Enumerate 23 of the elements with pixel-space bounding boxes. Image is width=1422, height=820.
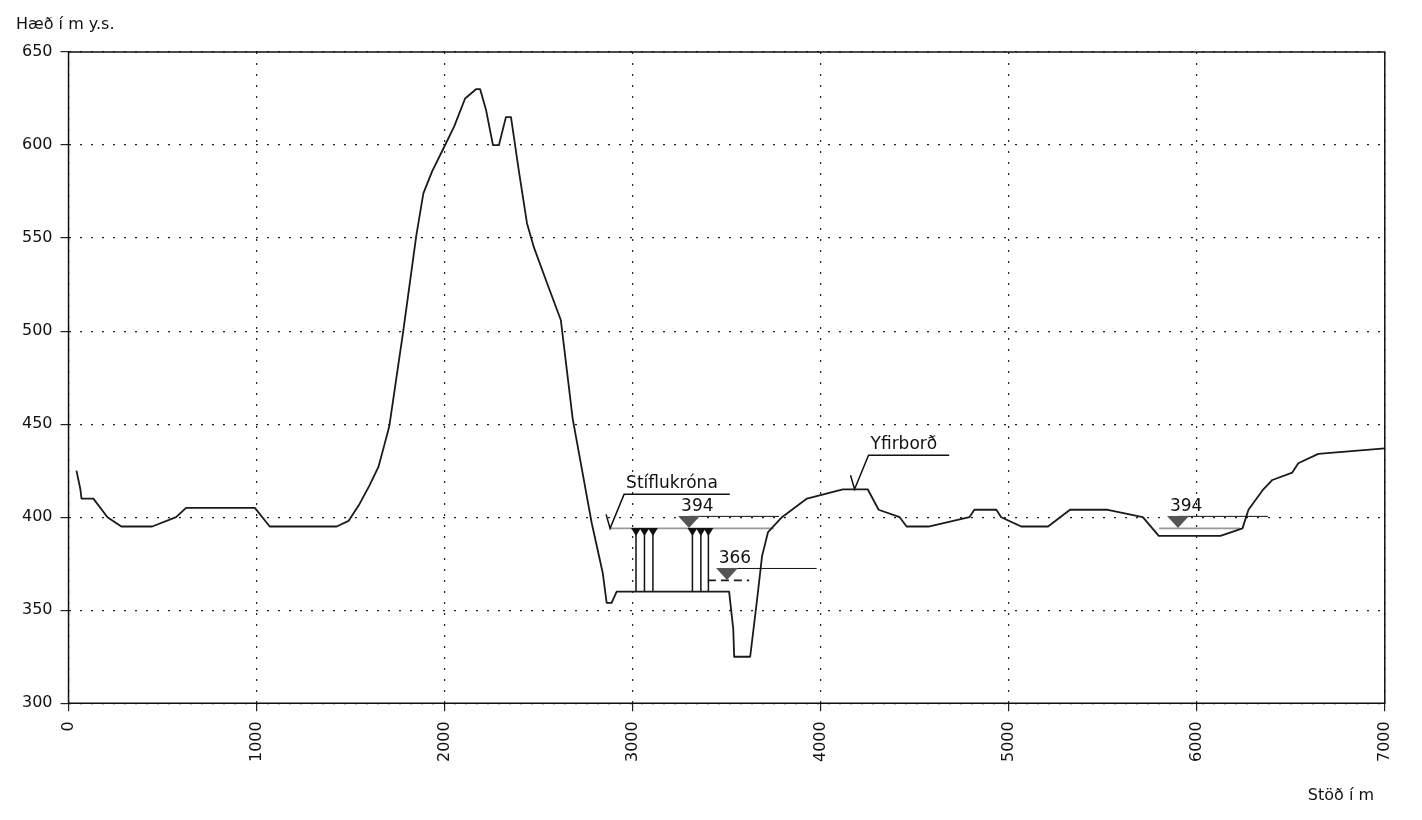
y-tick-label: 400 <box>21 506 53 526</box>
y-tick-label: 300 <box>21 692 53 712</box>
y-tick-label: 500 <box>21 320 53 340</box>
y-axis-title: Hæð í m y.s. <box>16 14 115 33</box>
y-tick-label: 650 <box>21 41 53 61</box>
y-tick-label: 550 <box>21 227 53 247</box>
annotation: 394 <box>1169 495 1203 516</box>
annotation: Stíflukróna <box>626 472 718 493</box>
annotation: 366 <box>718 547 752 568</box>
y-tick-label: 450 <box>21 413 53 433</box>
x-axis-title: Stöð í m <box>1307 785 1374 804</box>
y-tick-label: 600 <box>21 134 53 154</box>
annotation: 394 <box>681 495 714 516</box>
x-tick-label: 3000 <box>621 721 641 762</box>
x-tick-label: 5000 <box>997 721 1017 762</box>
annotation: Yfirborð <box>869 433 938 454</box>
x-tick-label: 4000 <box>809 721 829 762</box>
x-tick-label: 1000 <box>245 721 265 762</box>
y-tick-label: 350 <box>21 599 53 619</box>
x-tick-label: 2000 <box>433 721 453 762</box>
x-tick-label: 6000 <box>1185 721 1205 762</box>
x-tick-label: 0 <box>57 721 77 732</box>
x-tick-label: 7000 <box>1373 721 1393 762</box>
